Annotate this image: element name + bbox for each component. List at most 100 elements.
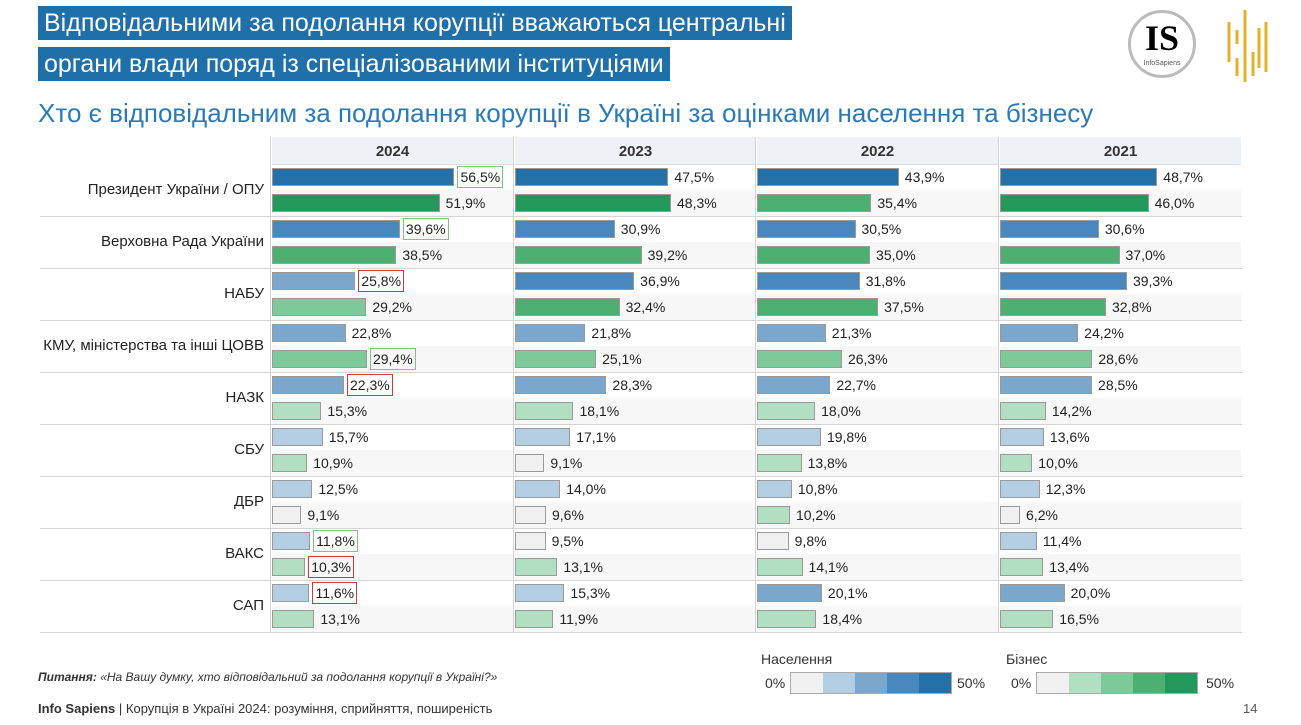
year-header: 2024 <box>272 137 513 165</box>
category-label: КМУ, міністерства та інші ЦОВВ <box>43 337 264 354</box>
data-label: 6,2% <box>1026 507 1058 523</box>
business-bar <box>757 298 879 316</box>
category-label: ДБР <box>233 493 264 510</box>
legend-swatch <box>1165 673 1197 693</box>
data-label: 9,5% <box>551 533 584 549</box>
business-bar <box>1000 194 1149 212</box>
data-label: 13,6% <box>1049 429 1090 445</box>
business-bar <box>1000 610 1054 628</box>
business-bar <box>1000 558 1044 576</box>
business-bar <box>1000 402 1046 420</box>
data-label: 48,7% <box>1163 169 1203 185</box>
business-bar <box>515 506 546 524</box>
data-label: 15,7% <box>328 429 369 445</box>
data-label: 14,1% <box>808 559 849 575</box>
row-shade <box>515 502 756 528</box>
row-shade <box>515 450 756 476</box>
data-label: 46,0% <box>1154 195 1195 211</box>
slide-title-line2: органи влади поряд із спеціалізованими і… <box>38 47 670 81</box>
data-label: 28,6% <box>1098 351 1139 367</box>
population-bar <box>515 324 586 342</box>
category-label: Президент України / ОПУ <box>87 181 264 198</box>
population-bar <box>1000 220 1099 238</box>
business-bar <box>272 194 440 212</box>
population-bar <box>515 584 565 602</box>
data-label: 39,3% <box>1132 273 1173 289</box>
population-bar <box>515 532 546 550</box>
population-bar <box>515 428 571 446</box>
row-divider <box>40 216 1242 217</box>
chart-subtitle: Хто є відповідальним за подолання корупц… <box>38 98 1094 128</box>
row-shade <box>757 502 998 528</box>
legend-swatch <box>855 673 887 693</box>
category-label: НАЗК <box>225 389 264 406</box>
row-shade <box>272 450 513 476</box>
data-label: 21,8% <box>591 325 632 341</box>
data-label: 39,6% <box>402 218 449 240</box>
population-bar <box>515 168 669 186</box>
data-label: 11,9% <box>559 611 599 627</box>
population-bar <box>272 324 346 342</box>
data-label: 29,2% <box>372 299 413 315</box>
data-label: 56,5% <box>457 166 504 188</box>
data-label: 13,1% <box>563 559 604 575</box>
data-label: 13,8% <box>807 455 848 471</box>
business-bar <box>757 610 817 628</box>
population-bar <box>757 168 899 186</box>
population-bar <box>272 428 323 446</box>
data-label: 10,3% <box>308 556 354 578</box>
question-note: Питання: «На Вашу думку, хто відповідаль… <box>38 670 497 684</box>
data-label: 12,3% <box>1045 481 1086 497</box>
row-divider <box>40 476 1242 477</box>
business-bar <box>757 558 803 576</box>
data-label: 19,8% <box>826 429 867 445</box>
source-brand: Info Sapiens <box>38 701 116 716</box>
business-bar <box>757 402 816 420</box>
business-bar <box>757 454 802 472</box>
business-bar <box>272 246 397 264</box>
data-label: 9,1% <box>307 507 340 523</box>
data-label: 29,4% <box>369 348 416 370</box>
data-label: 28,5% <box>1098 377 1138 393</box>
business-bar <box>515 402 574 420</box>
population-bar <box>272 272 356 290</box>
data-label: 16,5% <box>1059 611 1099 627</box>
data-label: 12,5% <box>318 481 359 497</box>
column-divider <box>270 137 271 633</box>
business-bar <box>1000 298 1106 316</box>
business-bar <box>515 246 642 264</box>
data-label: 18,4% <box>822 611 863 627</box>
data-label: 28,3% <box>612 377 653 393</box>
business-bar <box>272 298 367 316</box>
data-label: 18,1% <box>579 403 620 419</box>
row-shade <box>1000 450 1241 476</box>
data-label: 32,4% <box>625 299 666 315</box>
data-label: 22,3% <box>347 374 393 396</box>
population-bar <box>272 584 310 602</box>
population-bar <box>757 532 789 550</box>
year-header: 2023 <box>515 137 756 165</box>
population-bar <box>757 220 856 238</box>
legend-business-title: Бізнес <box>1006 651 1048 667</box>
business-bar <box>515 298 620 316</box>
legend-population-min: 0% <box>765 675 786 691</box>
population-bar <box>1000 480 1040 498</box>
data-label: 35,4% <box>877 195 918 211</box>
data-label: 11,8% <box>313 530 358 552</box>
data-label: 10,8% <box>797 481 838 497</box>
legend-population-scale <box>790 672 952 694</box>
data-label: 30,6% <box>1104 221 1145 237</box>
business-bar <box>515 350 597 368</box>
business-bar <box>1000 350 1093 368</box>
gold-bars-logo <box>1227 10 1268 82</box>
column-divider <box>755 137 756 633</box>
row-shade <box>1000 502 1241 528</box>
business-bar <box>1000 454 1033 472</box>
legend-population-title: Населення <box>761 651 833 667</box>
data-label: 21,3% <box>831 325 872 341</box>
data-label: 13,1% <box>320 611 361 627</box>
data-label: 25,8% <box>358 270 405 292</box>
column-divider <box>513 137 514 633</box>
data-label: 38,5% <box>402 247 443 263</box>
population-bar <box>757 480 792 498</box>
